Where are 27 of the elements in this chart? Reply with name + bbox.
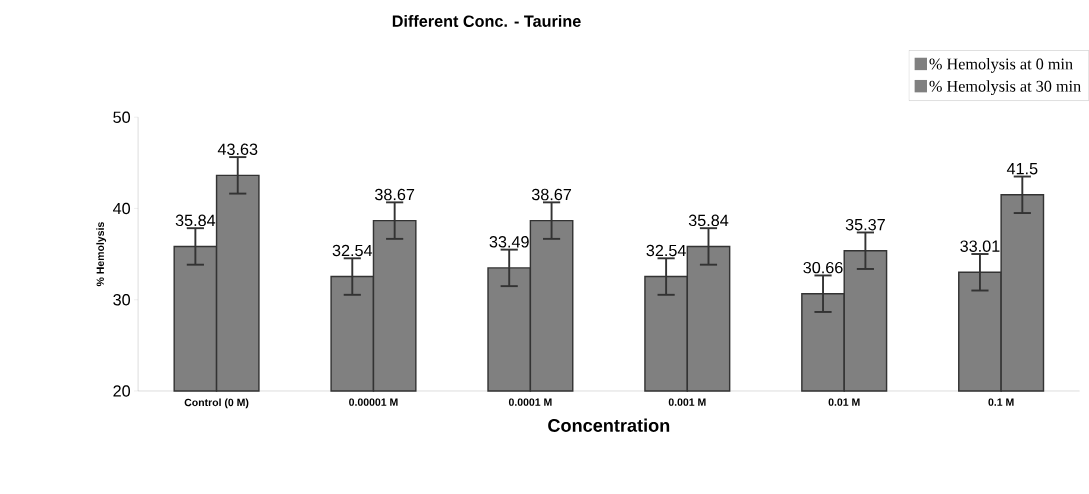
data-label: 43.63 <box>217 143 258 155</box>
data-label: 38.67 <box>374 188 415 201</box>
data-label: 32.54 <box>646 244 686 257</box>
legend-label: % Hemolysis at 30 min <box>929 80 1081 95</box>
x-tick-label: 0.001 M <box>668 398 706 406</box>
y-tick-label: 50 <box>113 111 131 123</box>
x-tick-label: 0.1 M <box>988 398 1014 406</box>
data-label: 41.5 <box>1006 163 1038 175</box>
x-tick-label: 0.00001 M <box>349 398 398 406</box>
data-label: 35.37 <box>845 218 885 231</box>
chart-title: Different Conc. - Taurine <box>392 14 581 27</box>
y-tick-label: 30 <box>113 293 131 306</box>
x-tick-label: 0.0001 M <box>508 398 552 406</box>
x-tick-label: 0.01 M <box>828 398 860 406</box>
data-label: 32.54 <box>332 244 373 257</box>
x-axis-title: Concentration <box>548 418 670 432</box>
data-label: 33.49 <box>489 236 529 248</box>
y-axis-title: % Hemolysis <box>96 222 107 287</box>
y-tick-label: 20 <box>113 385 131 397</box>
y-tick-label: 40 <box>112 202 131 215</box>
data-label: 35.84 <box>688 214 729 227</box>
data-label: 30.66 <box>803 261 843 274</box>
x-tick-label: Control (0 M) <box>184 398 249 409</box>
data-label: 38.67 <box>531 188 572 201</box>
data-label: 33.01 <box>960 240 1000 252</box>
legend-label: % Hemolysis at 0 min <box>929 58 1073 73</box>
data-label: 35.84 <box>175 214 216 227</box>
